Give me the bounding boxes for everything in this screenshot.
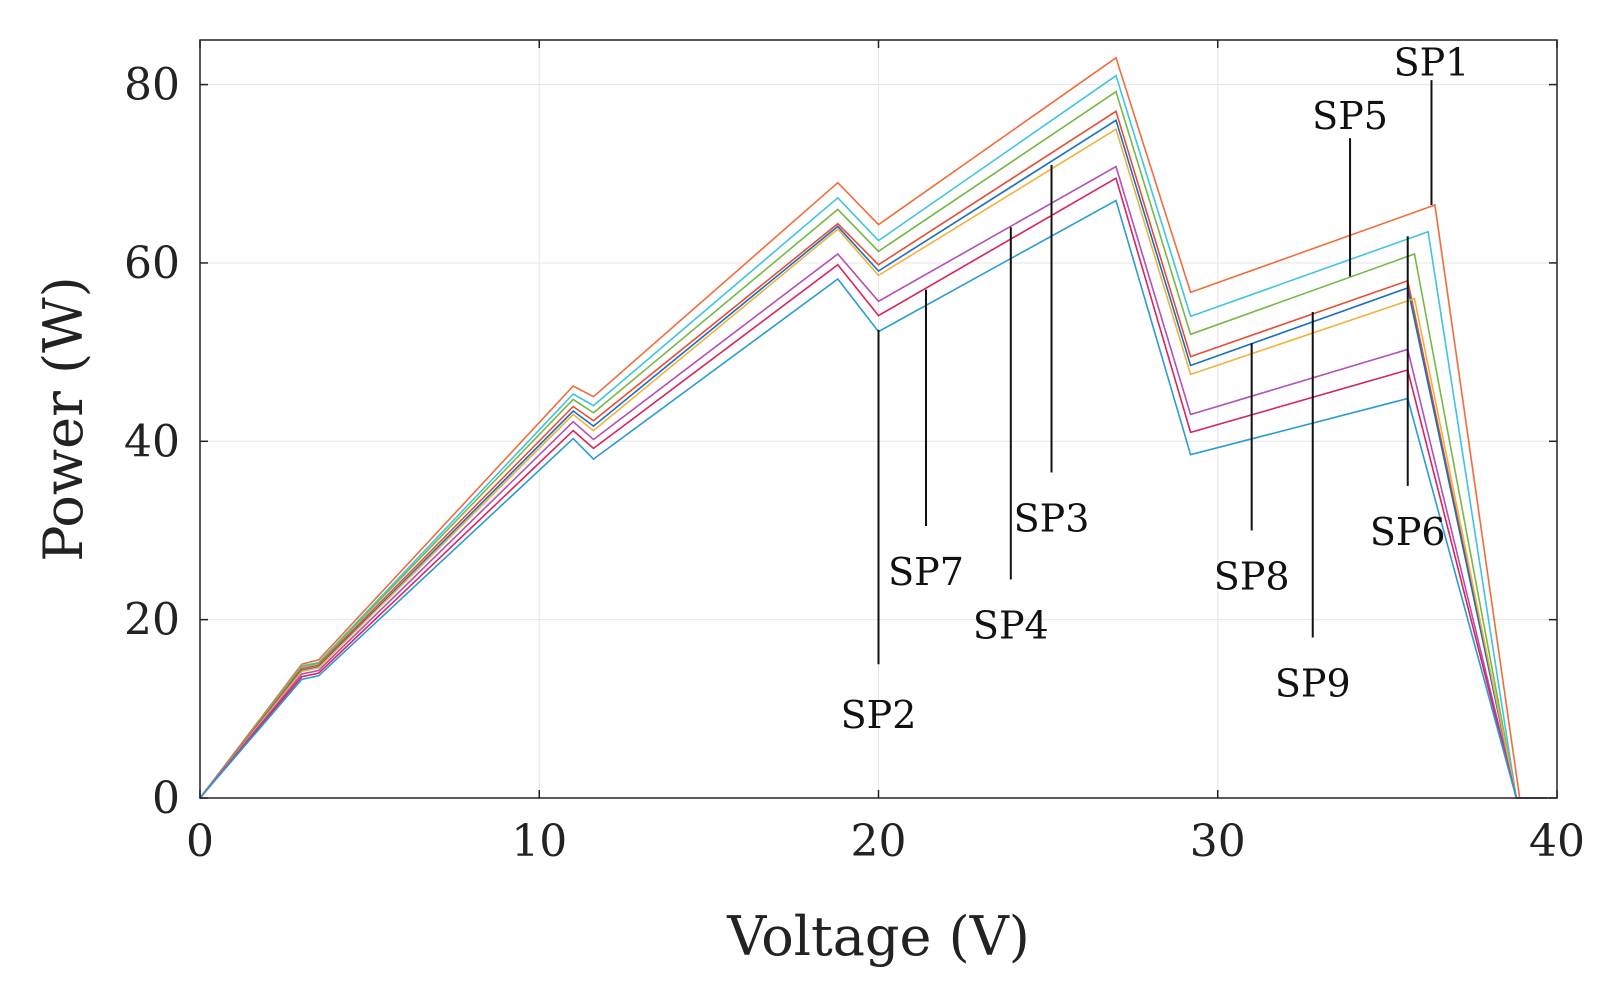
annotation-label-sp9: SP9	[1275, 662, 1351, 706]
x-tick-label: 0	[186, 816, 214, 867]
annotation-label-sp7: SP7	[888, 550, 964, 594]
series-line-7	[199, 165, 1547, 799]
annotation-label-sp1: SP1	[1394, 41, 1470, 85]
x-tick-label: 10	[511, 816, 567, 867]
x-axis-label: Voltage (V)	[726, 905, 1030, 968]
annotation-label-sp5: SP5	[1312, 94, 1388, 138]
y-tick-label: 20	[124, 595, 180, 646]
annotation-label-sp3: SP3	[1014, 497, 1090, 541]
x-tick-label: 30	[1190, 816, 1246, 867]
x-tick-label: 40	[1529, 816, 1585, 867]
y-tick-label: 40	[124, 416, 180, 467]
annotation-label-sp6: SP6	[1370, 510, 1446, 554]
series-line-9	[199, 199, 1547, 799]
series-group	[199, 56, 1551, 799]
x-tick-label: 20	[851, 816, 907, 867]
y-tick-label: 0	[152, 773, 180, 824]
annotation-label-sp2: SP2	[841, 693, 917, 737]
x-tick-labels: 0 10 20 30 40	[186, 40, 1585, 867]
series-line-8	[199, 176, 1547, 799]
annotation-label-sp4: SP4	[973, 604, 1049, 648]
series-line-1	[199, 56, 1551, 799]
series-line-6	[199, 127, 1547, 799]
y-tick-labels: 0 20 40 60 80	[124, 60, 1557, 824]
y-axis-label: Power (W)	[32, 276, 95, 561]
series-line-4	[199, 110, 1547, 799]
y-tick-label: 60	[124, 238, 180, 289]
annotation-label-sp8: SP8	[1214, 555, 1290, 599]
series-line-3	[199, 90, 1547, 799]
y-tick-label: 80	[124, 60, 180, 111]
series-line-5	[199, 119, 1547, 799]
